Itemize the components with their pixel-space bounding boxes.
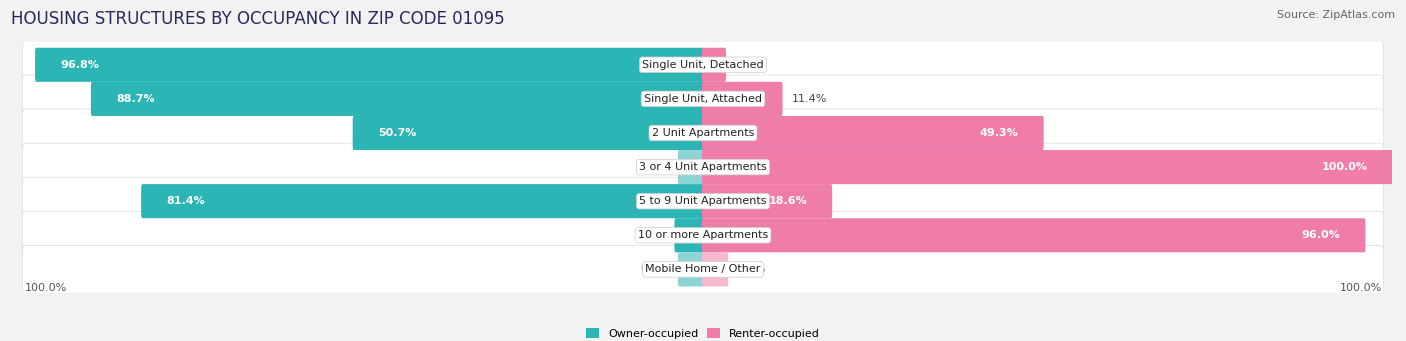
Text: 5 to 9 Unit Apartments: 5 to 9 Unit Apartments <box>640 196 766 206</box>
Text: 10 or more Apartments: 10 or more Apartments <box>638 230 768 240</box>
FancyBboxPatch shape <box>91 82 704 116</box>
Text: Single Unit, Detached: Single Unit, Detached <box>643 60 763 70</box>
Text: HOUSING STRUCTURES BY OCCUPANCY IN ZIP CODE 01095: HOUSING STRUCTURES BY OCCUPANCY IN ZIP C… <box>11 10 505 28</box>
FancyBboxPatch shape <box>678 150 704 184</box>
Text: 3 or 4 Unit Apartments: 3 or 4 Unit Apartments <box>640 162 766 172</box>
FancyBboxPatch shape <box>702 184 832 218</box>
Text: 3.2%: 3.2% <box>735 60 763 70</box>
FancyBboxPatch shape <box>35 48 704 82</box>
FancyBboxPatch shape <box>22 41 1384 89</box>
Text: 2 Unit Apartments: 2 Unit Apartments <box>652 128 754 138</box>
Text: 18.6%: 18.6% <box>768 196 807 206</box>
Text: 50.7%: 50.7% <box>378 128 416 138</box>
Text: 11.4%: 11.4% <box>792 94 827 104</box>
Text: 4.0%: 4.0% <box>637 230 665 240</box>
FancyBboxPatch shape <box>702 150 1393 184</box>
FancyBboxPatch shape <box>678 252 704 286</box>
Text: 0.0%: 0.0% <box>738 264 766 275</box>
FancyBboxPatch shape <box>702 48 725 82</box>
Text: 96.8%: 96.8% <box>60 60 98 70</box>
FancyBboxPatch shape <box>353 116 704 150</box>
Text: 96.0%: 96.0% <box>1302 230 1340 240</box>
Text: Mobile Home / Other: Mobile Home / Other <box>645 264 761 275</box>
FancyBboxPatch shape <box>675 218 704 252</box>
FancyBboxPatch shape <box>702 82 783 116</box>
FancyBboxPatch shape <box>22 246 1384 293</box>
Text: 88.7%: 88.7% <box>117 94 155 104</box>
Text: 0.0%: 0.0% <box>640 264 669 275</box>
Text: 100.0%: 100.0% <box>24 283 66 293</box>
Text: 0.0%: 0.0% <box>640 162 669 172</box>
FancyBboxPatch shape <box>702 252 728 286</box>
Text: Source: ZipAtlas.com: Source: ZipAtlas.com <box>1277 10 1395 20</box>
Text: 100.0%: 100.0% <box>1322 162 1368 172</box>
FancyBboxPatch shape <box>22 177 1384 225</box>
FancyBboxPatch shape <box>141 184 704 218</box>
FancyBboxPatch shape <box>22 109 1384 157</box>
FancyBboxPatch shape <box>22 211 1384 259</box>
FancyBboxPatch shape <box>22 75 1384 123</box>
Text: 100.0%: 100.0% <box>1340 283 1382 293</box>
Text: 81.4%: 81.4% <box>166 196 205 206</box>
Text: 49.3%: 49.3% <box>980 128 1018 138</box>
FancyBboxPatch shape <box>22 143 1384 191</box>
Text: Single Unit, Attached: Single Unit, Attached <box>644 94 762 104</box>
FancyBboxPatch shape <box>702 218 1365 252</box>
Legend: Owner-occupied, Renter-occupied: Owner-occupied, Renter-occupied <box>581 324 825 341</box>
FancyBboxPatch shape <box>702 116 1043 150</box>
